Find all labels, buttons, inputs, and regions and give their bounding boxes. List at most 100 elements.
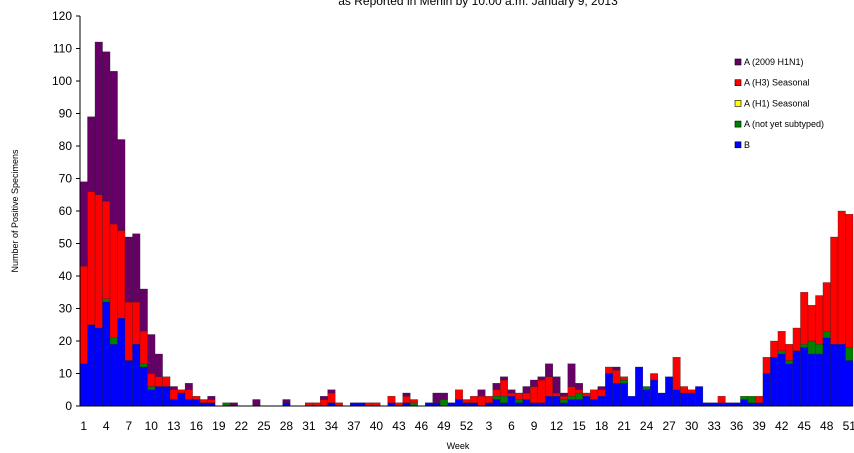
bar-segment <box>327 389 336 394</box>
bar-segment <box>94 41 103 195</box>
bar-segment <box>109 71 118 225</box>
bar-segment <box>184 389 193 400</box>
bar-segment <box>747 396 756 403</box>
bar-segment <box>410 399 418 403</box>
bar-segment <box>680 386 689 394</box>
bar-segment <box>387 396 396 403</box>
bar-segment <box>642 389 651 407</box>
bar-segment <box>530 386 538 403</box>
legend-label: A (H3) Seasonal <box>744 78 810 88</box>
bar-segment <box>807 340 816 355</box>
y-tick-label: 30 <box>59 302 73 316</box>
bar-segment <box>537 379 546 403</box>
bar-segment <box>822 282 831 332</box>
bar-segment <box>184 383 193 390</box>
bar-segment <box>102 201 111 299</box>
x-tick-label: 19 <box>212 419 226 433</box>
legend-swatch <box>734 100 742 107</box>
x-tick-label: 21 <box>617 419 631 433</box>
bar-segment <box>672 357 681 390</box>
bar-segment <box>582 396 591 407</box>
bar-segment <box>762 357 771 374</box>
y-tick-label: 100 <box>52 74 72 88</box>
legend-swatch <box>734 141 742 149</box>
bar-segment <box>815 353 824 407</box>
x-tick-label: 39 <box>753 419 767 433</box>
bar-segment <box>87 191 96 325</box>
x-tick-label: 28 <box>280 419 294 433</box>
x-tick-label: 1 <box>80 419 87 433</box>
bar-segment <box>627 396 636 407</box>
bar-segment <box>455 389 463 400</box>
bar-segment <box>777 350 786 355</box>
bar-segment <box>612 383 621 407</box>
bar-segment <box>620 376 629 381</box>
bar-segment <box>837 210 846 345</box>
bar-segment <box>777 331 786 351</box>
bar-segment <box>822 337 831 407</box>
bar-segment <box>590 389 598 400</box>
bar-segment <box>680 392 689 407</box>
bar-segment <box>650 379 659 407</box>
bar-segment <box>800 344 809 348</box>
bar-segment <box>320 399 328 407</box>
bar-segment <box>665 376 674 407</box>
bar-segment <box>199 399 208 403</box>
bar-segment <box>169 386 178 390</box>
x-tick-label: 43 <box>392 419 406 433</box>
bar-segment <box>785 344 794 361</box>
bar-segment <box>822 331 831 338</box>
x-tick-label: 9 <box>531 419 538 433</box>
y-tick-label: 0 <box>65 399 72 413</box>
bar-segment <box>139 363 148 368</box>
bar-segment <box>79 181 88 267</box>
bar-segment <box>154 376 163 387</box>
bar-segment <box>755 396 764 403</box>
x-tick-label: 10 <box>145 419 159 433</box>
bar-segment <box>687 392 696 407</box>
bar-segment <box>762 373 771 407</box>
bar-segment <box>650 373 659 381</box>
bar-segment <box>845 360 854 407</box>
bar-segment <box>492 383 501 390</box>
legend-label: A (2009 H1N1) <box>744 57 804 67</box>
bar-segment <box>567 396 576 400</box>
bar-segment <box>440 399 448 407</box>
bar-segment <box>132 344 141 407</box>
bar-segment <box>470 396 478 403</box>
bar-segment <box>552 376 561 394</box>
bar-segment <box>192 399 201 407</box>
bar-segment <box>147 389 156 407</box>
bar-segment <box>79 266 88 364</box>
legend-swatch <box>734 120 742 128</box>
bar-segment <box>109 344 118 407</box>
bar-segment <box>102 51 111 202</box>
y-tick-label: 110 <box>53 42 72 56</box>
x-tick-label: 36 <box>730 419 744 433</box>
bar-segment <box>792 327 801 351</box>
y-tick-label: 10 <box>59 367 73 381</box>
x-tick-label: 22 <box>235 419 249 433</box>
bar-segment <box>740 399 749 407</box>
bar-segment <box>582 392 591 397</box>
bar-segment <box>177 392 186 407</box>
bar-segment <box>477 389 486 397</box>
bar-segment <box>522 386 531 394</box>
x-tick-label: 16 <box>190 419 204 433</box>
bar-segment <box>552 392 561 397</box>
bar-segment <box>545 363 553 377</box>
bar-segment <box>785 360 794 364</box>
bar-segment <box>590 399 598 407</box>
y-tick-label: 120 <box>52 9 72 23</box>
bar-segment <box>124 236 133 303</box>
x-tick-label: 34 <box>325 419 339 433</box>
bar-segment <box>492 396 501 400</box>
bar-segment <box>154 353 163 377</box>
bar-segment <box>605 366 613 374</box>
bar-segment <box>515 392 523 400</box>
bar-segment <box>492 399 501 407</box>
bar-segment <box>605 373 613 407</box>
bar-segment <box>402 392 411 397</box>
bar-segment <box>612 370 621 384</box>
bar-segment <box>109 337 118 345</box>
